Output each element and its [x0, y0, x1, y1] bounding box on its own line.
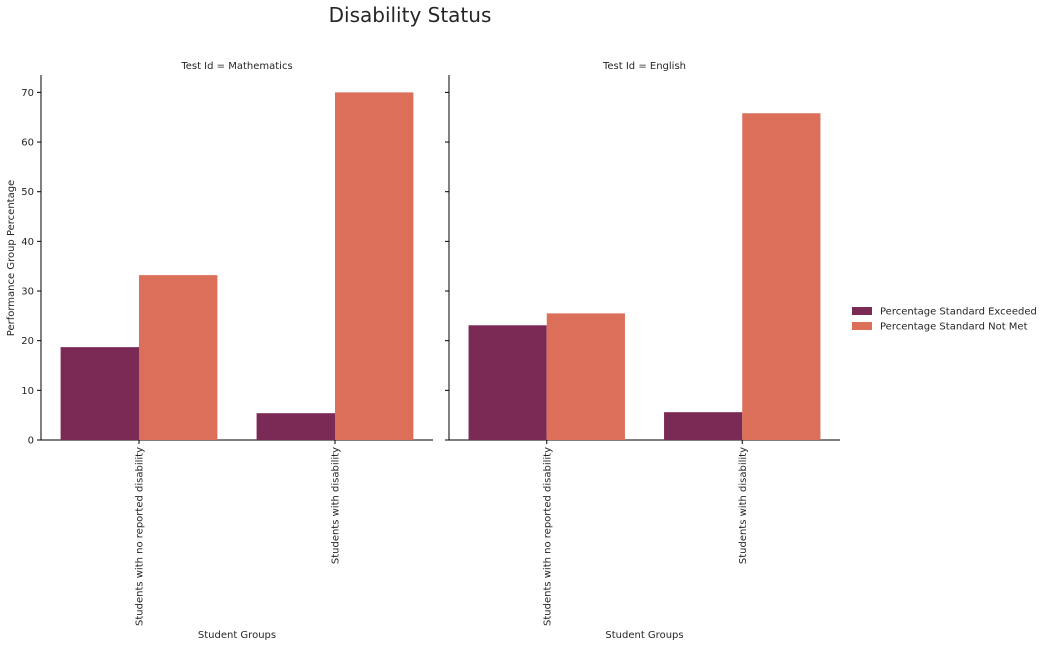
bar-1-1-2 — [139, 275, 218, 440]
x-tick-label-1-1: Students with no reported disability — [135, 447, 146, 626]
legend-swatch-2 — [852, 322, 872, 330]
bar-1-2-1 — [256, 413, 335, 440]
y-tick-label-70: 70 — [21, 88, 34, 99]
legend-label-2: Percentage Standard Not Met — [880, 322, 1028, 333]
legend-label-1: Percentage Standard Exceeded — [880, 307, 1037, 318]
y-tick-label-30: 30 — [21, 287, 34, 298]
y-tick-label-20: 20 — [21, 336, 34, 347]
bar-2-2-1 — [664, 412, 743, 440]
facet-title-1: Test Id = Mathematics — [180, 61, 292, 72]
x-axis-label-2: Student Groups — [605, 630, 683, 641]
x-axis-label-1: Student Groups — [198, 630, 276, 641]
facet-title-2: Test Id = English — [602, 61, 686, 72]
x-tick-label-2-1: Students with no reported disability — [542, 447, 553, 626]
bar-1-1-1 — [60, 347, 139, 440]
y-tick-label-40: 40 — [21, 237, 34, 248]
y-tick-label-10: 10 — [21, 386, 34, 397]
bar-2-2-2 — [742, 113, 821, 440]
y-tick-label-60: 60 — [21, 138, 34, 149]
legend-swatch-1 — [852, 307, 872, 315]
bar-1-2-2 — [335, 92, 414, 440]
y-tick-label-0: 0 — [28, 436, 34, 447]
x-tick-label-1-2: Students with disability — [331, 447, 342, 564]
x-tick-label-2-2: Students with disability — [738, 447, 749, 564]
bar-2-1-1 — [468, 325, 547, 440]
y-tick-label-50: 50 — [21, 187, 34, 198]
bar-2-1-2 — [546, 313, 625, 440]
chart-title: Disability Status — [329, 3, 492, 27]
y-axis-label: Performance Group Percentage — [6, 180, 17, 336]
